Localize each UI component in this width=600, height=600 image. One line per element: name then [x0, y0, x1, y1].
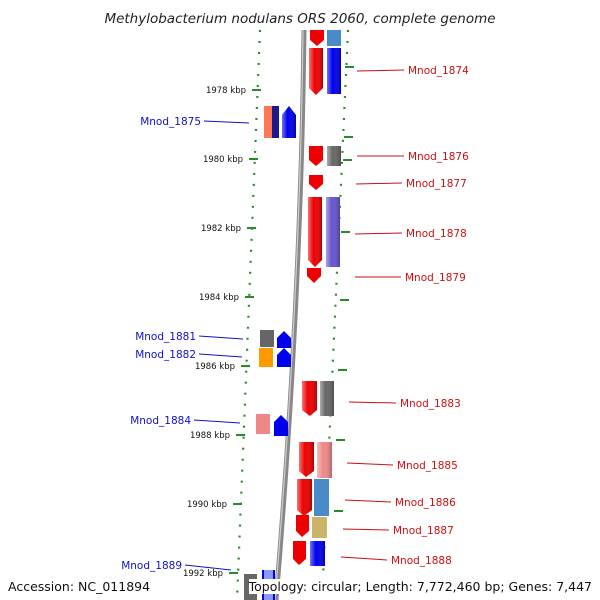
genome-backbone-highlight: [274, 29, 304, 600]
gene-label[interactable]: Mnod_1885: [397, 460, 458, 472]
gene-feature[interactable]: [272, 106, 279, 138]
gene-label[interactable]: Mnod_1881: [135, 331, 196, 343]
label-leader-line: [184, 564, 232, 571]
gene-label[interactable]: Mnod_1879: [405, 272, 466, 284]
gene-feature[interactable]: [277, 331, 291, 348]
gene-label[interactable]: Mnod_1874: [408, 65, 469, 77]
gene-feature[interactable]: [307, 268, 321, 283]
label-leader-line: [348, 401, 397, 404]
tick-label: 1992 kbp: [183, 569, 223, 579]
label-leader-line: [203, 120, 250, 124]
gene-feature[interactable]: [326, 197, 340, 267]
gene-feature[interactable]: [310, 30, 324, 46]
gene-feature[interactable]: [260, 330, 274, 347]
genome-summary-text: Topology: circular; Length: 7,772,460 bp…: [248, 579, 592, 594]
gene-feature[interactable]: [309, 48, 323, 95]
map-title: Methylobacterium nodulans ORS 2060, comp…: [104, 11, 495, 27]
gene-feature[interactable]: [327, 48, 341, 94]
gene-label[interactable]: Mnod_1887: [393, 525, 454, 537]
label-leader-line: [193, 419, 241, 424]
gene-feature[interactable]: [314, 479, 329, 516]
gene-feature[interactable]: [277, 348, 291, 367]
gene-feature[interactable]: [296, 515, 309, 537]
gene-label[interactable]: Mnod_1882: [135, 349, 196, 361]
label-leader-line: [354, 232, 403, 235]
label-leader-line: [340, 556, 388, 561]
tick-label: 1988 kbp: [190, 431, 230, 441]
gene-feature[interactable]: [308, 197, 322, 267]
gene-label[interactable]: Mnod_1888: [391, 555, 452, 567]
gene-feature[interactable]: [317, 442, 332, 478]
gene-features: [244, 30, 341, 600]
tick-label: 1982 kbp: [201, 224, 241, 234]
gene-feature[interactable]: [310, 541, 325, 566]
gene-label[interactable]: Mnod_1877: [406, 178, 467, 190]
tick-label: 1980 kbp: [203, 155, 243, 165]
inner-ring-line: [235, 29, 262, 600]
gene-label[interactable]: Mnod_1875: [140, 116, 201, 128]
gene-label[interactable]: Mnod_1884: [130, 415, 191, 427]
tick-label: 1986 kbp: [195, 362, 235, 372]
label-leader-line: [198, 335, 244, 340]
gene-feature[interactable]: [264, 106, 272, 138]
label-leader-line: [344, 499, 392, 503]
tick-label: 1978 kbp: [206, 86, 246, 96]
genome-backbone: [273, 29, 307, 600]
gene-feature[interactable]: [302, 381, 317, 416]
gene-label[interactable]: Mnod_1886: [395, 497, 456, 509]
gene-feature[interactable]: [282, 106, 296, 138]
label-leader-line: [346, 462, 394, 466]
gene-label[interactable]: Mnod_1889: [121, 560, 182, 572]
gene-label[interactable]: Mnod_1878: [406, 228, 467, 240]
gene-feature[interactable]: [299, 442, 314, 477]
label-leader-line: [355, 182, 403, 185]
label-leader-line: [198, 353, 243, 358]
gene-feature[interactable]: [297, 479, 312, 516]
gene-label[interactable]: Mnod_1876: [408, 151, 469, 163]
gene-label[interactable]: Mnod_1883: [400, 398, 461, 410]
label-leader-line: [356, 69, 405, 72]
tick-label: 1990 kbp: [187, 500, 227, 510]
gene-feature[interactable]: [259, 348, 273, 367]
gene-feature[interactable]: [256, 414, 270, 434]
gene-feature[interactable]: [327, 146, 341, 166]
accession-text: Accession: NC_011894: [8, 579, 151, 594]
gene-feature[interactable]: [293, 541, 306, 565]
map-footer: Accession: NC_011894 Topology: circular;…: [0, 574, 600, 600]
label-leader-line: [342, 528, 390, 531]
gene-feature[interactable]: [320, 381, 334, 416]
gene-feature[interactable]: [312, 517, 327, 538]
gene-feature[interactable]: [309, 175, 323, 190]
gene-feature[interactable]: [327, 30, 341, 46]
tick-label: 1984 kbp: [199, 293, 239, 303]
gene-labels: Mnod_1875 Mnod_1881 Mnod_1882 Mnod_1884 Mnod…: [121, 65, 469, 572]
coordinate-ticks: 1978 kbp 1980 kbp 1982 kbp 1984 kbp 1986 kbp…: [183, 66, 354, 581]
gene-feature[interactable]: [274, 415, 288, 436]
gene-feature[interactable]: [309, 146, 323, 166]
